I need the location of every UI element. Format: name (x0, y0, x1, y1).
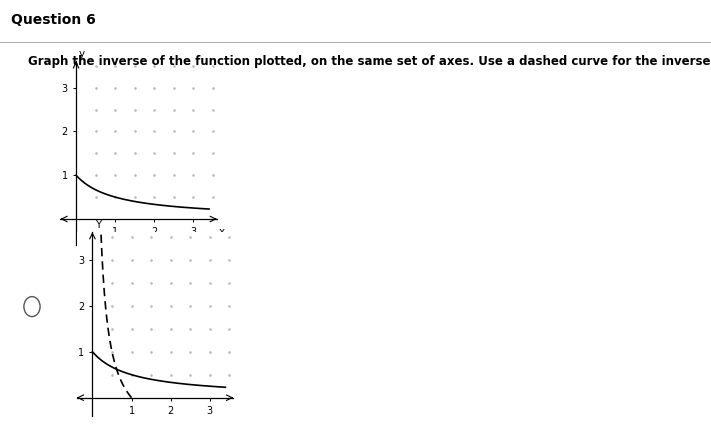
Text: x: x (219, 227, 225, 237)
Text: Y: Y (95, 220, 101, 230)
Text: Question 6: Question 6 (11, 13, 95, 27)
Text: Graph the inverse of the function plotted, on the same set of axes. Use a dashed: Graph the inverse of the function plotte… (28, 55, 711, 68)
Text: y: y (78, 49, 85, 59)
